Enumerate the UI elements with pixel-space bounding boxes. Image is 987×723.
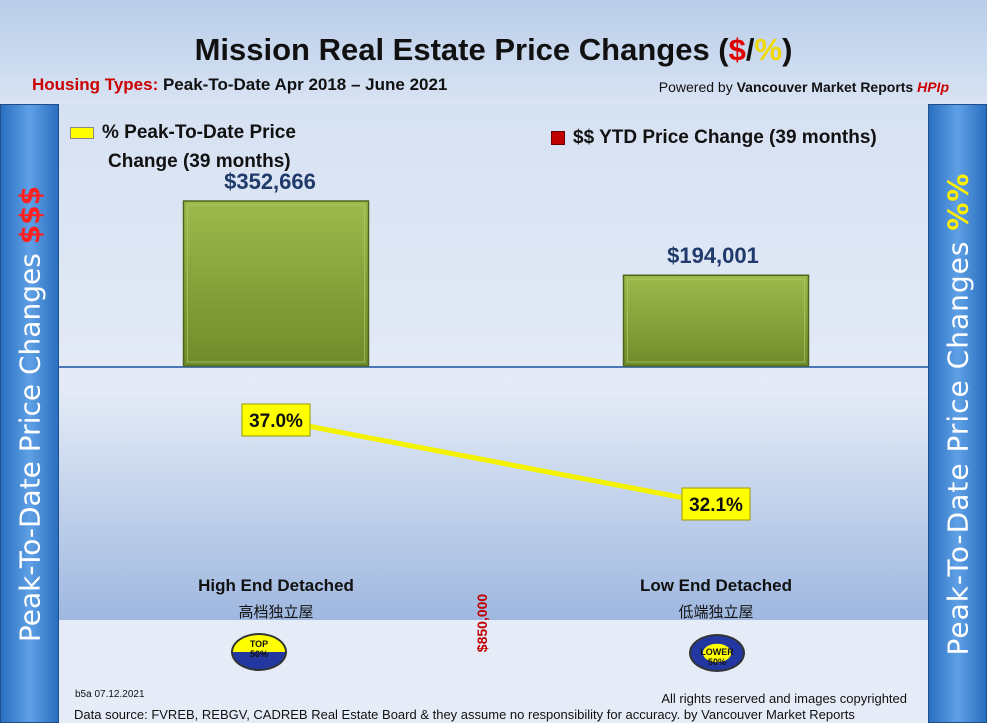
category-label-low: Low End Detached (639, 576, 793, 595)
badge-lower-line1: LOWER (700, 647, 734, 657)
category-cn-low: 低端独立屋 (678, 604, 754, 621)
title-dollar: $ (728, 32, 746, 67)
subtitle-housing-types: Housing Types: (32, 75, 159, 94)
bar-low-end (622, 274, 810, 367)
pct-label-box-low-end (681, 487, 751, 521)
footer-source: Data source: FVREB, REBGV, CADREB Real E… (74, 707, 855, 722)
bar-bevel-high-end (187, 204, 365, 363)
chart-title: Mission Real Estate Price Changes ($/%) (0, 32, 987, 68)
title-slash: / (745, 32, 755, 67)
powered-hpi: HPIp (917, 79, 949, 95)
pct-line (275, 417, 717, 507)
powered-prefix: Powered by (658, 79, 737, 95)
legend-red-swatch (551, 130, 565, 145)
badge-top-line1: TOP (249, 639, 269, 649)
price-split-text: $850,000 (474, 593, 490, 653)
pct-label-box-high-end (241, 403, 311, 437)
bar-high-end (182, 200, 370, 367)
title-main: Mission Real Estate Price Changes ( (194, 32, 729, 67)
legend-pct-line2: Change (39 months) (108, 151, 291, 172)
badge-lower-50: LOWER 50% (689, 634, 745, 672)
legend-yellow-swatch (70, 126, 94, 139)
footer-rights: All rights reserved and images copyright… (661, 691, 907, 706)
badge-top-line2: 50% (249, 649, 268, 659)
chart-subtitle: Housing Types: Peak-To-Date Apr 2018 – J… (32, 75, 447, 95)
badge-lower-line2: 50% (707, 657, 726, 667)
header-band (0, 0, 987, 104)
bar-bevel-low-end (627, 278, 805, 363)
category-cn-high: 高档独立屋 (238, 604, 314, 621)
right-axis-band: Peak-To-Date Price Changes %% (928, 104, 987, 723)
legend-dollar: $$ YTD Price Change (39 months) (551, 127, 877, 149)
legend-dollar-label: $$ YTD Price Change (39 months) (573, 127, 877, 148)
powered-brand: Vancouver Market Reports (736, 79, 918, 95)
powered-by: Powered by Vancouver Market Reports HPIp (659, 79, 949, 95)
bottom-band (59, 620, 928, 723)
footer-code: b5a 07.12.2021 (75, 689, 145, 700)
subtitle-period: Peak-To-Date Apr 2018 – June 2021 (158, 75, 448, 94)
pct-value-label-high-end: 37.0% (249, 411, 303, 432)
category-label-high: High End Detached (198, 576, 354, 595)
title-pct: % (754, 32, 783, 67)
price-split-label: $850,000 (468, 588, 496, 658)
left-axis-band: Peak-To-Date Price Changes $$$ (0, 104, 59, 723)
bar-value-label-high-end: $352,666 (224, 169, 316, 194)
badge-top-50: TOP 50% (231, 633, 287, 671)
legend-pct-line1: % Peak-To-Date Price (102, 122, 296, 143)
bar-value-label-low-end: $194,001 (667, 243, 759, 268)
legend-pct: % Peak-To-Date Price Change (39 months) (70, 118, 370, 176)
title-close: ) (782, 32, 793, 67)
pct-value-label-low-end: 32.1% (689, 495, 743, 516)
